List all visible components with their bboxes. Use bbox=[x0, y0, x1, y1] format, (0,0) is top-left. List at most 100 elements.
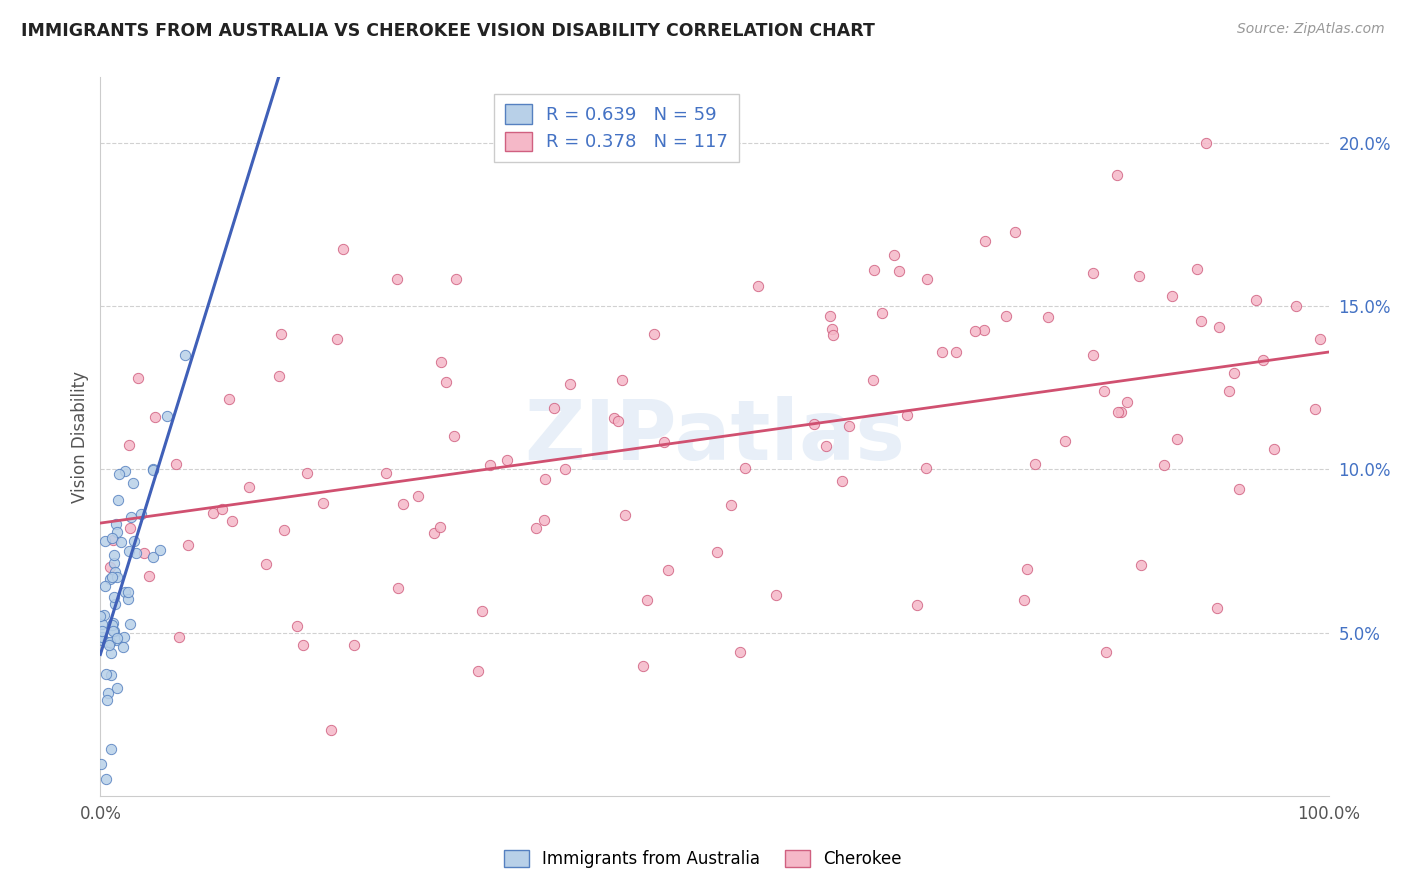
Point bbox=[101, 616, 124, 631]
Point bbox=[560, 377, 582, 392]
Point bbox=[167, 630, 190, 644]
Point bbox=[706, 544, 728, 558]
Point bbox=[107, 681, 129, 695]
Point bbox=[96, 635, 118, 649]
Point bbox=[392, 496, 415, 510]
Point bbox=[295, 467, 318, 481]
Point bbox=[533, 473, 555, 487]
Point bbox=[202, 506, 225, 520]
Point bbox=[1161, 289, 1184, 303]
Point bbox=[105, 570, 128, 584]
Point bbox=[285, 619, 308, 633]
Point bbox=[221, 514, 243, 528]
Point bbox=[273, 523, 295, 537]
Point bbox=[148, 542, 170, 557]
Point bbox=[332, 242, 354, 256]
Point bbox=[120, 510, 142, 524]
Point bbox=[177, 539, 200, 553]
Point bbox=[434, 375, 457, 389]
Point bbox=[1081, 266, 1104, 280]
Point bbox=[90, 756, 112, 771]
Point bbox=[994, 309, 1017, 323]
Point bbox=[1107, 405, 1129, 419]
Text: Source: ZipAtlas.com: Source: ZipAtlas.com bbox=[1237, 22, 1385, 37]
Point bbox=[883, 248, 905, 262]
Point bbox=[821, 322, 844, 336]
Point bbox=[91, 632, 114, 647]
Point bbox=[103, 533, 125, 548]
Point bbox=[101, 618, 124, 632]
Point bbox=[862, 373, 884, 387]
Point bbox=[931, 345, 953, 359]
Point bbox=[112, 630, 135, 644]
Point bbox=[111, 640, 134, 655]
Point bbox=[291, 638, 314, 652]
Point bbox=[1115, 394, 1137, 409]
Point bbox=[896, 408, 918, 422]
Point bbox=[103, 590, 125, 604]
Point bbox=[142, 549, 165, 564]
Point bbox=[118, 543, 141, 558]
Point bbox=[91, 617, 114, 632]
Point bbox=[270, 327, 292, 342]
Point bbox=[443, 429, 465, 443]
Point bbox=[636, 593, 658, 607]
Point bbox=[818, 309, 841, 323]
Point bbox=[96, 692, 118, 706]
Point bbox=[120, 616, 142, 631]
Point bbox=[269, 369, 291, 384]
Point bbox=[838, 419, 860, 434]
Point bbox=[110, 535, 132, 549]
Point bbox=[103, 548, 125, 562]
Point bbox=[173, 348, 195, 362]
Point bbox=[90, 630, 112, 644]
Point bbox=[100, 667, 122, 681]
Point bbox=[1244, 293, 1267, 308]
Point bbox=[117, 585, 139, 599]
Point bbox=[94, 666, 117, 681]
Point bbox=[114, 585, 136, 599]
Point bbox=[1208, 320, 1230, 334]
Point bbox=[100, 646, 122, 660]
Point bbox=[734, 461, 756, 475]
Point bbox=[430, 354, 453, 368]
Point bbox=[1128, 268, 1150, 283]
Point bbox=[915, 461, 938, 475]
Point bbox=[165, 457, 187, 471]
Point bbox=[125, 546, 148, 560]
Point bbox=[326, 332, 349, 346]
Point bbox=[406, 489, 429, 503]
Point bbox=[122, 533, 145, 548]
Point bbox=[606, 414, 628, 428]
Point bbox=[905, 598, 928, 612]
Text: ZIPatlas: ZIPatlas bbox=[524, 396, 905, 477]
Point bbox=[103, 624, 125, 639]
Point bbox=[118, 521, 141, 535]
Point bbox=[496, 453, 519, 467]
Point bbox=[385, 272, 408, 286]
Point bbox=[375, 467, 398, 481]
Point bbox=[554, 462, 576, 476]
Point bbox=[104, 633, 127, 648]
Point bbox=[100, 559, 122, 574]
Point bbox=[312, 496, 335, 510]
Point bbox=[1303, 402, 1326, 417]
Point bbox=[1015, 562, 1038, 576]
Point bbox=[444, 271, 467, 285]
Point bbox=[467, 664, 489, 678]
Point bbox=[973, 234, 995, 248]
Point bbox=[143, 409, 166, 424]
Point bbox=[387, 581, 409, 595]
Point bbox=[101, 532, 124, 546]
Point bbox=[1105, 169, 1128, 183]
Point bbox=[104, 565, 127, 579]
Point bbox=[94, 772, 117, 787]
Point bbox=[218, 392, 240, 406]
Point bbox=[100, 635, 122, 649]
Point bbox=[94, 579, 117, 593]
Point bbox=[321, 723, 343, 738]
Point bbox=[423, 526, 446, 541]
Point bbox=[1285, 299, 1308, 313]
Point bbox=[765, 588, 787, 602]
Point bbox=[1166, 432, 1188, 446]
